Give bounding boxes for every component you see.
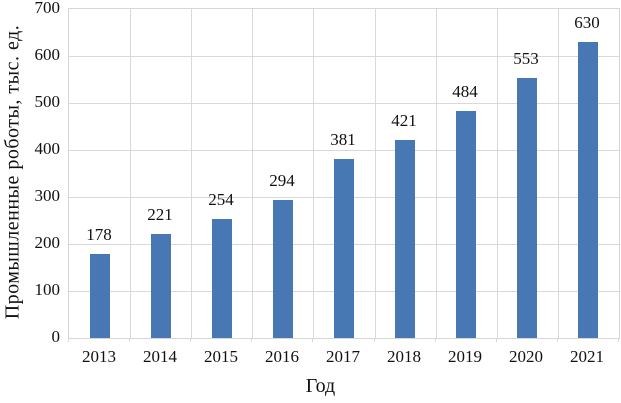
y-tick-label: 200	[34, 233, 61, 252]
x-tick-mark	[68, 338, 69, 342]
bar-2015	[212, 218, 232, 338]
bar-2020	[517, 78, 537, 338]
y-tick-label: 600	[34, 45, 61, 64]
gridline-vertical	[191, 9, 192, 338]
y-tick-label: 400	[34, 139, 61, 158]
bar-2017	[334, 158, 354, 338]
bar-value-label: 294	[269, 171, 295, 190]
gridline-vertical	[130, 9, 131, 338]
y-tick-label: 0	[51, 327, 61, 346]
y-tick-label: 300	[34, 186, 61, 205]
y-tick-label: 500	[34, 92, 61, 111]
bar-value-label: 254	[208, 190, 234, 209]
x-tick-label: 2014	[143, 347, 177, 366]
gridline-horizontal	[69, 103, 619, 104]
bar-2013	[90, 254, 110, 338]
bar-2021	[578, 41, 598, 338]
bar-value-label: 381	[330, 130, 356, 149]
y-tick-label: 700	[34, 0, 61, 17]
bar-value-label: 553	[513, 49, 539, 68]
gridline-vertical	[252, 9, 253, 338]
bar-value-label: 421	[391, 111, 417, 130]
bar-value-label: 221	[147, 205, 173, 224]
bar-value-label: 484	[452, 82, 478, 101]
x-tick-label: 2017	[326, 347, 360, 366]
gridline-horizontal	[69, 56, 619, 57]
x-tick-mark	[129, 338, 130, 342]
x-tick-mark	[435, 338, 436, 342]
y-axis-title: Промышленные роботы, тыс. ед.	[1, 24, 24, 320]
gridline-vertical	[497, 9, 498, 338]
gridline-vertical	[436, 9, 437, 338]
x-tick-mark	[190, 338, 191, 342]
x-tick-label: 2013	[82, 347, 116, 366]
bar-value-label: 178	[86, 225, 112, 244]
x-tick-mark	[312, 338, 313, 342]
gridline-vertical	[313, 9, 314, 338]
bar-value-label: 630	[574, 13, 600, 32]
x-tick-label: 2020	[509, 347, 543, 366]
x-tick-label: 2019	[448, 347, 482, 366]
bar-2016	[273, 199, 293, 338]
gridline-horizontal	[69, 150, 619, 151]
x-tick-mark	[251, 338, 252, 342]
bar-2018	[395, 140, 415, 338]
x-tick-mark	[618, 338, 619, 342]
x-tick-label: 2016	[265, 347, 299, 366]
bar-2019	[456, 110, 476, 338]
gridline-vertical	[558, 9, 559, 338]
plot-area	[68, 8, 620, 339]
x-tick-label: 2018	[387, 347, 421, 366]
x-tick-mark	[557, 338, 558, 342]
x-tick-mark	[374, 338, 375, 342]
y-tick-label: 100	[34, 280, 61, 299]
gridline-vertical	[375, 9, 376, 338]
x-axis-title: Год	[305, 375, 336, 397]
x-tick-mark	[496, 338, 497, 342]
x-tick-label: 2021	[570, 347, 604, 366]
x-tick-label: 2015	[204, 347, 238, 366]
bar-2014	[151, 234, 171, 338]
